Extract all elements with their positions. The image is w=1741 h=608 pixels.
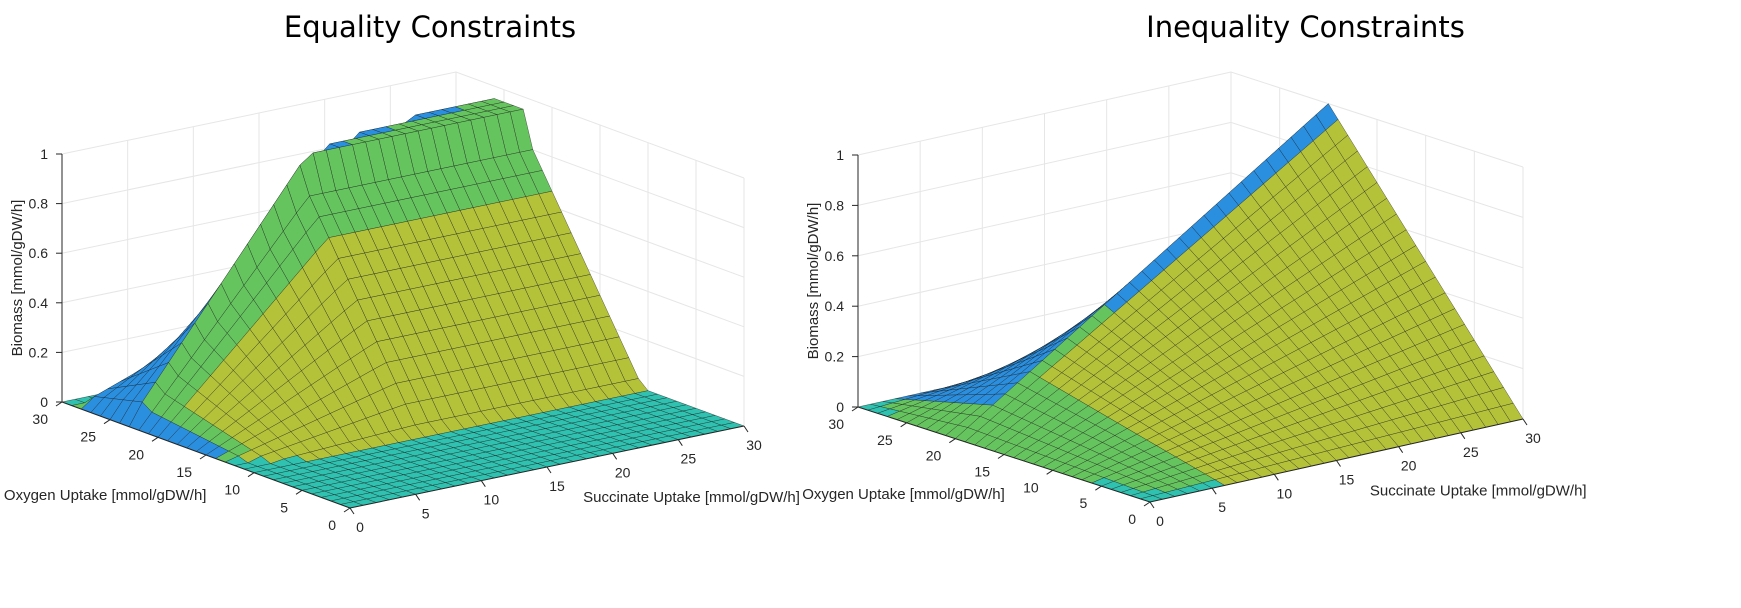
x-tick-label: 10 xyxy=(484,492,500,508)
y-tick-label: 20 xyxy=(926,448,942,464)
x-tick-mark xyxy=(1273,474,1279,481)
y-axis-label: Oxygen Uptake [mmol/gDW/h] xyxy=(802,486,1005,503)
z-tick-label: 0.8 xyxy=(825,197,845,213)
y-tick-label: 30 xyxy=(828,416,844,432)
chart-title: Equality Constraints xyxy=(283,10,577,44)
x-tick-mark xyxy=(612,453,618,460)
y-tick-label: 25 xyxy=(877,432,893,448)
axes: 05101520253005101520253000.20.40.60.81Su… xyxy=(802,147,1586,529)
x-tick-label: 20 xyxy=(615,464,631,480)
surface-plot-equality: 05101520253005101520253000.20.40.60.81Su… xyxy=(4,71,800,535)
y-tick-label: 15 xyxy=(974,464,990,480)
y-tick-mark xyxy=(55,401,63,407)
y-tick-label: 0 xyxy=(1128,511,1136,527)
z-tick-label: 1 xyxy=(836,147,844,163)
x-tick-mark xyxy=(349,507,355,515)
y-tick-label: 10 xyxy=(1023,479,1039,495)
z-tick-label: 0 xyxy=(836,399,844,415)
y-tick-mark xyxy=(151,436,159,442)
y-tick-mark xyxy=(900,422,907,428)
y-tick-label: 30 xyxy=(32,411,48,427)
y-tick-mark xyxy=(199,454,207,460)
z-tick-label: 0.4 xyxy=(825,298,845,314)
z-tick-label: 1 xyxy=(40,146,48,162)
x-tick-mark xyxy=(1336,460,1341,467)
y-tick-mark xyxy=(1143,501,1151,507)
y-tick-mark xyxy=(997,454,1005,459)
y-tick-mark xyxy=(949,438,956,444)
x-tick-mark xyxy=(677,439,683,446)
y-tick-mark xyxy=(1046,469,1053,475)
x-axis-label: Succinate Uptake [mmol/gDW/h] xyxy=(1370,482,1587,499)
x-tick-label: 25 xyxy=(1463,444,1479,460)
x-tick-mark xyxy=(1522,418,1528,426)
x-tick-label: 30 xyxy=(746,437,762,453)
z-tick-label: 0.8 xyxy=(29,196,49,212)
x-tick-label: 15 xyxy=(1339,472,1355,488)
y-tick-label: 20 xyxy=(128,446,144,462)
z-tick-label: 0.6 xyxy=(825,248,845,264)
x-tick-mark xyxy=(1149,501,1155,509)
z-tick-label: 0.2 xyxy=(825,349,845,365)
axes: 05101520253005101520253000.20.40.60.81Su… xyxy=(4,146,800,535)
z-tick-label: 0.6 xyxy=(29,245,49,261)
x-tick-mark xyxy=(415,494,421,501)
y-tick-mark xyxy=(103,419,111,425)
chart-panel-equality: Equality Constraints 0 5 10 15 20 25 30 0 5 10 15 2… xyxy=(0,0,860,608)
y-tick-mark xyxy=(247,472,255,478)
grid-line xyxy=(857,71,1524,168)
x-tick-label: 30 xyxy=(1525,430,1541,446)
y-tick-mark xyxy=(343,507,351,513)
x-tick-mark xyxy=(546,466,552,474)
x-tick-label: 0 xyxy=(1156,513,1164,529)
y-tick-label: 10 xyxy=(224,482,240,498)
x-tick-label: 15 xyxy=(549,478,565,494)
chart-panel-inequality: Inequality Constraints 0 5 10 15 20 25 30 0 5 10 1… xyxy=(802,0,1741,608)
surface xyxy=(857,103,1524,503)
x-tick-label: 25 xyxy=(681,451,697,467)
z-tick-label: 0 xyxy=(40,394,48,410)
z-tick-label: 0.2 xyxy=(29,344,49,360)
x-axis-label: Succinate Uptake [mmol/gDW/h] xyxy=(583,489,800,506)
surface xyxy=(61,98,745,509)
z-axis-label: Biomass [mmol/gDW/h] xyxy=(9,200,26,357)
x-tick-mark xyxy=(1211,487,1217,495)
x-tick-label: 10 xyxy=(1277,485,1293,501)
x-tick-label: 5 xyxy=(1218,499,1226,515)
x-tick-mark xyxy=(1460,432,1466,440)
y-tick-label: 25 xyxy=(80,429,96,445)
x-tick-label: 0 xyxy=(356,519,364,535)
x-tick-mark xyxy=(743,425,749,433)
grid-line xyxy=(857,172,1524,269)
y-tick-label: 15 xyxy=(176,464,192,480)
y-tick-mark xyxy=(1095,485,1102,491)
y-tick-label: 5 xyxy=(280,499,288,515)
grid-line xyxy=(857,121,1524,218)
y-tick-mark xyxy=(295,489,303,495)
x-tick-label: 20 xyxy=(1401,458,1417,474)
z-axis-label: Biomass [mmol/gDW/h] xyxy=(805,203,822,360)
y-tick-mark xyxy=(851,406,859,412)
y-axis-label: Oxygen Uptake [mmol/gDW/h] xyxy=(4,487,207,504)
y-tick-label: 0 xyxy=(328,517,336,533)
z-tick-label: 0.4 xyxy=(29,295,49,311)
surface-plot-inequality: 05101520253005101520253000.20.40.60.81Su… xyxy=(802,71,1587,529)
x-tick-mark xyxy=(1398,446,1404,453)
x-tick-mark xyxy=(480,480,486,487)
grid-line xyxy=(61,71,745,179)
chart-title: Inequality Constraints xyxy=(1146,10,1465,44)
x-tick-label: 5 xyxy=(422,505,430,521)
y-tick-label: 5 xyxy=(1080,495,1088,511)
